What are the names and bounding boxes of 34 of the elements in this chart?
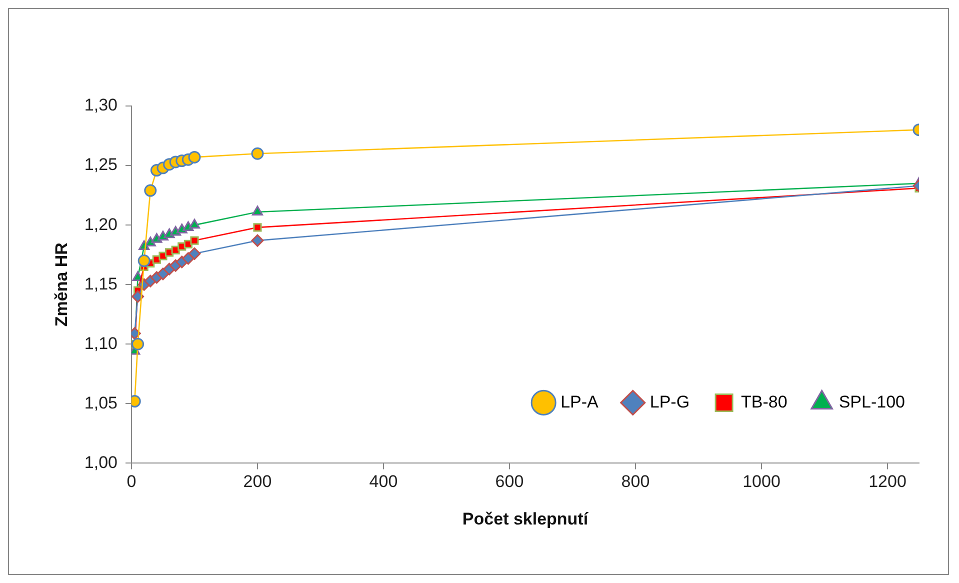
point bbox=[252, 206, 263, 216]
y-axis-title: Změna HR bbox=[52, 242, 71, 327]
y-tick-label: 1,00 bbox=[84, 452, 118, 472]
y-tick-label: 1,20 bbox=[84, 214, 118, 234]
point bbox=[253, 223, 262, 232]
x-tick-label: 800 bbox=[621, 472, 650, 492]
x-tick-label: 400 bbox=[369, 472, 398, 492]
y-tick-label: 1,25 bbox=[84, 155, 118, 174]
legend-label: LP-G bbox=[650, 392, 690, 412]
legend-label: SPL-100 bbox=[838, 392, 906, 412]
point bbox=[251, 147, 264, 160]
point bbox=[132, 338, 144, 350]
point bbox=[188, 247, 201, 260]
point bbox=[132, 290, 144, 303]
x-tick-label: 1000 bbox=[742, 472, 780, 492]
x-tick-label: 600 bbox=[495, 472, 524, 492]
point bbox=[251, 234, 264, 247]
point bbox=[132, 271, 144, 281]
x-axis-title: Počet sklepnutí bbox=[462, 509, 590, 528]
x-tick-label: 0 bbox=[126, 472, 136, 492]
point bbox=[188, 218, 200, 229]
point bbox=[144, 184, 157, 197]
point bbox=[188, 150, 201, 164]
y-tick-label: 1,30 bbox=[84, 96, 118, 115]
y-tick-label: 1,15 bbox=[84, 274, 118, 294]
y-tick-label: 1,05 bbox=[84, 393, 118, 412]
x-tick-label: 1200 bbox=[868, 472, 906, 492]
point bbox=[138, 254, 150, 268]
y-tick-label: 1,10 bbox=[84, 334, 118, 353]
point bbox=[158, 252, 168, 260]
point bbox=[190, 236, 199, 245]
legend-label: TB-80 bbox=[741, 392, 788, 412]
legend-label: LP-A bbox=[560, 392, 600, 412]
x-tick-label: 200 bbox=[243, 472, 272, 492]
